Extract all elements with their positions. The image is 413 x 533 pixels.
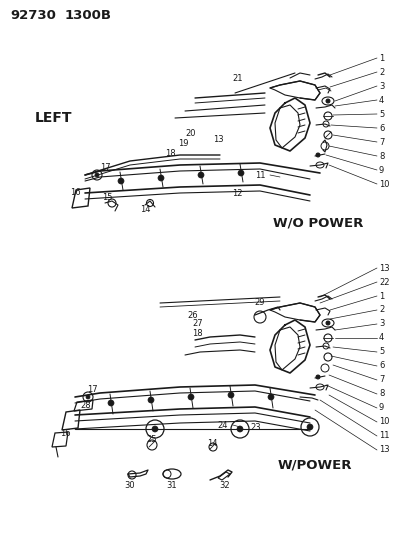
Text: 6: 6 bbox=[378, 361, 383, 370]
Text: 22: 22 bbox=[378, 278, 389, 287]
Text: 31: 31 bbox=[166, 481, 177, 490]
Text: 29: 29 bbox=[254, 297, 264, 306]
Text: 3: 3 bbox=[378, 319, 383, 328]
Text: 32: 32 bbox=[219, 481, 230, 490]
Text: 11: 11 bbox=[254, 171, 265, 180]
Text: 5: 5 bbox=[378, 348, 383, 357]
Circle shape bbox=[188, 394, 194, 400]
Circle shape bbox=[315, 375, 319, 379]
Text: 1300B: 1300B bbox=[65, 9, 112, 21]
Text: 28: 28 bbox=[80, 400, 90, 409]
Text: 26: 26 bbox=[187, 311, 197, 319]
Text: 8: 8 bbox=[378, 390, 383, 399]
Circle shape bbox=[95, 173, 99, 177]
Text: 17: 17 bbox=[87, 384, 97, 393]
Text: 6: 6 bbox=[378, 124, 383, 133]
Text: 17: 17 bbox=[100, 163, 110, 172]
Text: 4: 4 bbox=[378, 334, 383, 343]
Text: 2: 2 bbox=[378, 305, 383, 314]
Text: 13: 13 bbox=[378, 446, 389, 455]
Text: 13: 13 bbox=[378, 263, 389, 272]
Text: 24: 24 bbox=[216, 421, 227, 430]
Text: 3: 3 bbox=[378, 82, 383, 91]
Text: 25: 25 bbox=[146, 434, 156, 443]
Circle shape bbox=[228, 392, 233, 398]
Text: 8: 8 bbox=[378, 151, 383, 160]
Circle shape bbox=[108, 400, 114, 406]
Circle shape bbox=[197, 172, 204, 178]
Text: 12: 12 bbox=[231, 189, 242, 198]
Text: 9: 9 bbox=[378, 403, 383, 413]
Text: W/POWER: W/POWER bbox=[277, 458, 351, 472]
Text: 15: 15 bbox=[102, 192, 112, 201]
Text: 14: 14 bbox=[140, 205, 150, 214]
Text: 13: 13 bbox=[212, 134, 223, 143]
Circle shape bbox=[237, 170, 243, 176]
Circle shape bbox=[306, 424, 312, 430]
Text: 1: 1 bbox=[378, 292, 383, 301]
Circle shape bbox=[315, 153, 319, 157]
Text: 18: 18 bbox=[165, 149, 175, 157]
Text: 20: 20 bbox=[185, 128, 195, 138]
Text: 9: 9 bbox=[378, 166, 383, 174]
Circle shape bbox=[158, 175, 164, 181]
Circle shape bbox=[86, 395, 90, 399]
Text: LEFT: LEFT bbox=[35, 111, 72, 125]
Text: 14: 14 bbox=[206, 439, 217, 448]
Circle shape bbox=[325, 321, 329, 325]
Text: 19: 19 bbox=[178, 139, 188, 148]
Text: 7: 7 bbox=[378, 376, 383, 384]
Circle shape bbox=[152, 426, 158, 432]
Text: 5: 5 bbox=[378, 109, 383, 118]
Circle shape bbox=[118, 178, 124, 184]
Text: 2: 2 bbox=[378, 68, 383, 77]
Text: 92730: 92730 bbox=[10, 9, 56, 21]
Text: 16: 16 bbox=[60, 430, 71, 439]
Circle shape bbox=[236, 426, 242, 432]
Text: 7: 7 bbox=[378, 138, 383, 147]
Text: 30: 30 bbox=[124, 481, 135, 490]
Circle shape bbox=[325, 99, 329, 103]
Text: 21: 21 bbox=[231, 74, 242, 83]
Text: 4: 4 bbox=[378, 95, 383, 104]
Text: 1: 1 bbox=[378, 53, 383, 62]
Text: 18: 18 bbox=[192, 328, 202, 337]
Text: 11: 11 bbox=[378, 432, 389, 440]
Text: 10: 10 bbox=[378, 417, 389, 426]
Text: 23: 23 bbox=[249, 424, 260, 432]
Text: W/O POWER: W/O POWER bbox=[272, 216, 363, 230]
Text: 27: 27 bbox=[192, 319, 202, 327]
Circle shape bbox=[267, 394, 273, 400]
Circle shape bbox=[147, 397, 154, 403]
Text: 16: 16 bbox=[70, 188, 81, 197]
Text: 10: 10 bbox=[378, 180, 389, 189]
